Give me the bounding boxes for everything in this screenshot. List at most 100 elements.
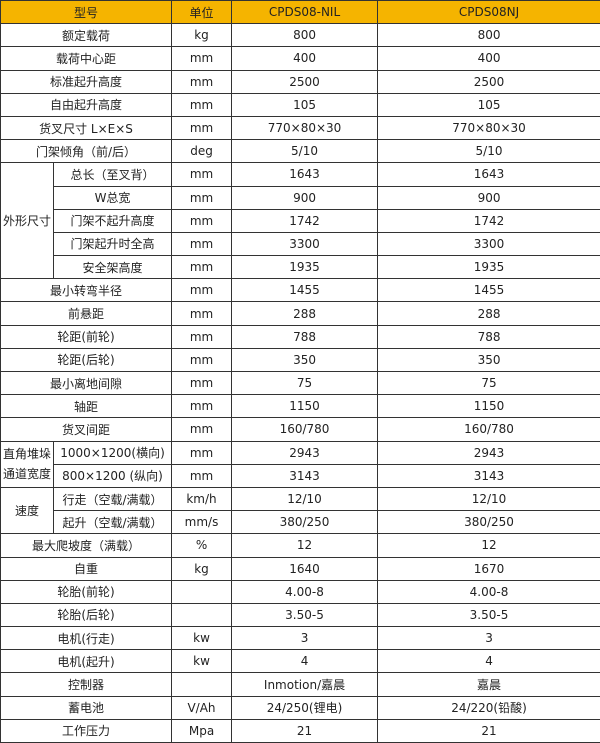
- table-row: 安全架高度 mm 1935 1935: [1, 255, 600, 280]
- spec-unit: mm: [171, 255, 233, 280]
- table-row: 起升（空载/满载） mm/s 380/250 380/250: [1, 510, 600, 535]
- spec-unit: mm: [171, 417, 233, 442]
- value-model-2: 嘉晨: [377, 672, 600, 697]
- spec-label: 最小离地间隙: [0, 370, 173, 396]
- value-model-1: 4.00-8: [231, 579, 379, 604]
- header-model: 型号: [0, 0, 173, 25]
- header-row: 型号 单位 CPDS08-NIL CPDS08NJ: [0, 0, 600, 25]
- spec-label: 工作压力: [0, 718, 173, 743]
- spec-unit: kw: [171, 626, 233, 651]
- spec-label: 载荷中心距: [0, 46, 173, 71]
- spec-unit: mm: [171, 185, 233, 210]
- spec-label: 标准起升高度: [0, 69, 173, 94]
- value-model-2: 1935: [377, 255, 600, 280]
- value-model-2: 380/250: [377, 510, 600, 535]
- value-model-2: 1150: [377, 394, 600, 419]
- value-model-1: 1455: [231, 278, 379, 303]
- spec-label: 轮胎(前轮): [0, 579, 173, 604]
- value-model-2: 160/780: [377, 417, 600, 442]
- value-model-2: 75: [377, 370, 600, 396]
- group-label: 速度: [0, 486, 54, 535]
- header-model-2: CPDS08NJ: [377, 0, 600, 25]
- spec-unit: mm: [171, 324, 233, 349]
- spec-label: 总长（至叉背）: [52, 162, 173, 187]
- table-row: 轮胎(后轮) 3.50-5 3.50-5: [0, 602, 600, 628]
- value-model-1: 400: [231, 46, 379, 71]
- spec-label: 安全架高度: [52, 255, 173, 280]
- value-model-1: 1150: [231, 394, 379, 419]
- table-row: 轮距(后轮) mm 350 350: [0, 347, 600, 373]
- spec-label: 最小转弯半径: [0, 278, 173, 303]
- table-row: 货叉尺寸 L×E×S mm 770×80×30 770×80×30: [0, 115, 600, 141]
- spec-label: 门架不起升高度: [52, 208, 173, 233]
- table-row: 800×1200 (纵向) mm 3143 3143: [1, 463, 600, 488]
- value-model-1: 75: [231, 370, 379, 396]
- value-model-1: 800: [231, 23, 379, 48]
- value-model-1: 24/250(锂电): [231, 695, 379, 720]
- spec-unit: deg: [171, 139, 233, 164]
- spec-unit: mm: [171, 162, 233, 187]
- spec-unit: mm/s: [171, 510, 233, 535]
- table-row: 载荷中心距 mm 400 400: [0, 46, 600, 71]
- header-model-1: CPDS08-NIL: [231, 0, 379, 25]
- value-model-1: 2943: [231, 440, 379, 465]
- table-row: 工作压力 Mpa 21 21: [0, 718, 600, 743]
- table-row: W总宽 mm 900 900: [1, 185, 600, 210]
- spec-unit: mm: [171, 231, 233, 257]
- value-model-1: 12/10: [231, 486, 379, 512]
- spec-unit: Mpa: [171, 718, 233, 743]
- spec-unit: [171, 579, 233, 604]
- header-unit: 单位: [171, 0, 233, 25]
- spec-unit: kg: [171, 556, 233, 581]
- value-model-1: 12: [231, 533, 379, 558]
- value-model-1: 3: [231, 626, 379, 651]
- value-model-2: 12: [377, 533, 600, 558]
- value-model-1: 900: [231, 185, 379, 210]
- value-model-1: 788: [231, 324, 379, 349]
- value-model-1: 1935: [231, 255, 379, 280]
- spec-label: 1000×1200(横向): [52, 440, 173, 465]
- spec-label: 货叉尺寸 L×E×S: [0, 115, 173, 141]
- value-model-1: 160/780: [231, 417, 379, 442]
- spec-label: 行走（空载/满载）: [52, 486, 173, 512]
- value-model-2: 788: [377, 324, 600, 349]
- value-model-2: 1455: [377, 278, 600, 303]
- value-model-2: 400: [377, 46, 600, 71]
- value-model-2: 12/10: [377, 486, 600, 512]
- value-model-1: 4: [231, 649, 379, 674]
- spec-unit: kw: [171, 649, 233, 674]
- spec-unit: mm: [171, 370, 233, 396]
- value-model-2: 3.50-5: [377, 602, 600, 628]
- value-model-2: 2943: [377, 440, 600, 465]
- value-model-2: 1670: [377, 556, 600, 581]
- value-model-2: 4.00-8: [377, 579, 600, 604]
- group-label: 直角堆垛通道宽度: [0, 440, 54, 488]
- value-model-1: 1643: [231, 162, 379, 187]
- value-model-1: 3143: [231, 463, 379, 488]
- value-model-2: 800: [377, 23, 600, 48]
- spec-label: 自重: [0, 556, 173, 581]
- table-row: 额定载荷 kg 800 800: [0, 23, 600, 48]
- spec-label: 最大爬坡度（满载）: [0, 533, 173, 558]
- spec-label: 轴距: [0, 394, 173, 419]
- spec-label: 前悬距: [0, 301, 173, 326]
- value-model-1: 1640: [231, 556, 379, 581]
- value-model-2: 5/10: [377, 139, 600, 164]
- value-model-1: 1742: [231, 208, 379, 233]
- table-row: 蓄电池 V/Ah 24/250(锂电) 24/220(铅酸): [0, 695, 600, 720]
- table-row: 控制器 Inmotion/嘉晨 嘉晨: [0, 672, 600, 697]
- table-row: 门架倾角（前/后） deg 5/10 5/10: [0, 139, 600, 164]
- value-model-1: 21: [231, 718, 379, 743]
- spec-label: 自由起升高度: [0, 92, 173, 117]
- table-row: 速度 行走（空载/满载） km/h 12/10 12/10: [0, 486, 600, 535]
- table-row: 轴距 mm 1150 1150: [0, 394, 600, 419]
- table-row: 轮胎(前轮) 4.00-8 4.00-8: [0, 579, 600, 604]
- group-label: 外形尺寸: [0, 162, 54, 280]
- spec-unit: mm: [171, 115, 233, 141]
- table-row: 前悬距 mm 288 288: [0, 301, 600, 326]
- spec-unit: km/h: [171, 486, 233, 512]
- spec-label: 起升（空载/满载）: [52, 510, 173, 535]
- spec-label: 电机(起升): [0, 649, 173, 674]
- spec-unit: mm: [171, 208, 233, 233]
